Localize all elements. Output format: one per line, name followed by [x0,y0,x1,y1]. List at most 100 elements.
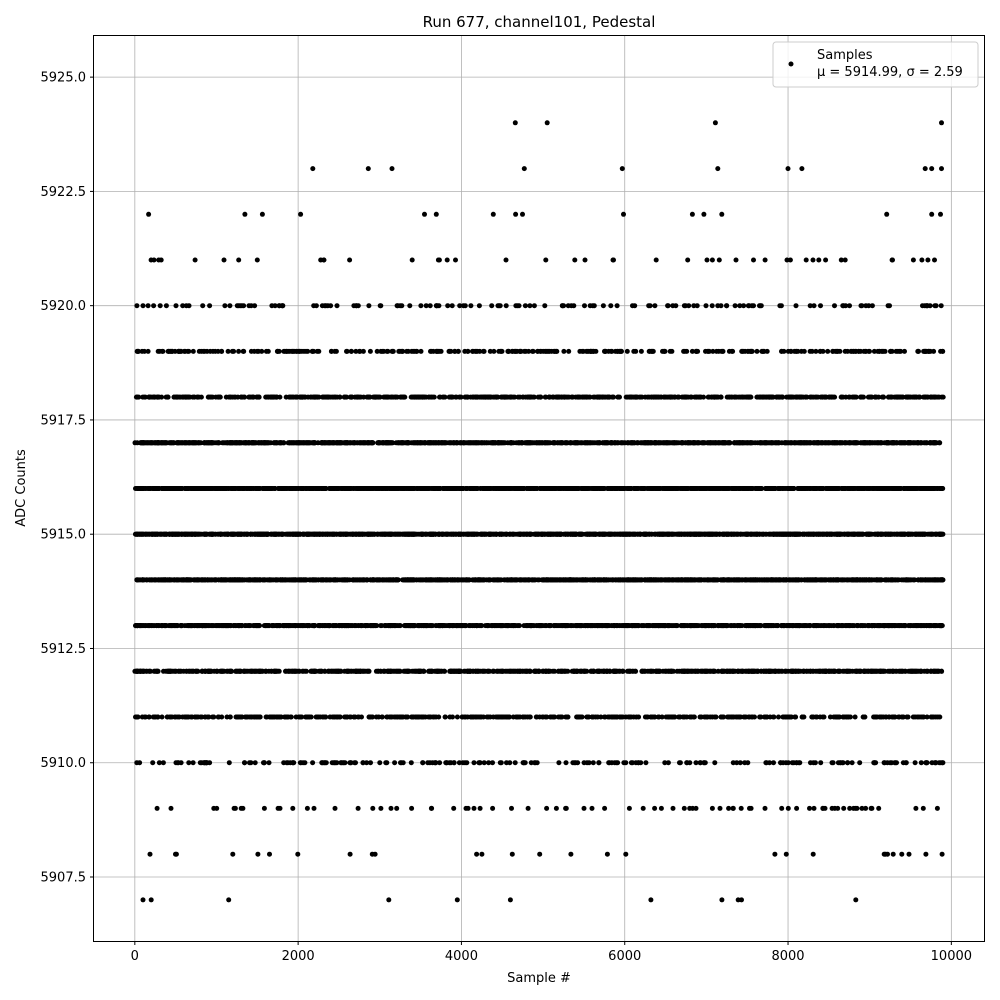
data-point [252,668,258,674]
data-point [690,577,696,583]
data-point [376,714,382,720]
data-point [202,760,208,766]
data-point [199,668,205,674]
data-point [346,668,352,674]
data-point [793,714,799,720]
data-point [735,623,741,629]
data-point [448,760,454,766]
data-point [488,623,494,629]
data-point [517,577,522,583]
data-point [730,760,736,766]
data-point [294,668,300,674]
data-point [640,668,645,674]
data-point [807,805,812,811]
data-point [903,760,909,766]
data-point [319,577,325,583]
data-point [388,714,394,720]
data-point [155,623,161,629]
data-point [899,851,905,857]
data-point [161,668,166,674]
data-point [619,623,625,629]
data-point [658,805,664,811]
data-point [333,623,339,629]
data-point [762,805,768,811]
data-point [657,577,663,583]
data-point [745,760,751,766]
data-point [476,760,482,766]
data-point [751,668,757,674]
data-point [638,760,644,766]
data-point [778,760,784,766]
data-point [937,714,943,720]
data-point [239,714,245,720]
data-point [563,760,569,766]
data-point [926,623,932,629]
data-point [809,714,815,720]
data-point [808,760,813,766]
data-point [615,760,621,766]
data-point [918,760,924,766]
data-point [647,668,653,674]
data-point [193,623,199,629]
data-point [581,668,587,674]
data-point [583,577,589,583]
data-point [814,668,820,674]
data-point [909,668,915,674]
data-point [831,623,837,629]
data-point [759,577,765,583]
data-point [224,668,230,674]
data-point [568,851,574,857]
data-point [626,805,632,811]
data-point [813,714,819,720]
data-point [149,623,155,629]
data-point [359,577,365,583]
data-point [938,577,944,583]
data-point [555,668,561,674]
data-point [306,623,312,629]
data-point [348,760,353,766]
data-point [456,760,462,766]
data-point [178,668,184,674]
data-point [761,668,767,674]
data-point [607,668,613,674]
data-point [889,760,895,766]
data-point [165,577,171,583]
data-point [668,623,674,629]
data-point [701,760,707,766]
data-point [652,805,658,811]
data-point [322,714,328,720]
data-point [216,577,221,583]
data-point [310,760,316,766]
data-point [639,577,644,583]
data-point [301,623,307,629]
data-point [447,714,453,720]
data-point [856,668,862,674]
data-point [304,714,310,720]
data-point [890,577,896,583]
data-point [293,623,299,629]
data-point [560,623,565,629]
data-point [410,714,416,720]
data-point [286,668,292,674]
data-point [929,760,935,766]
data-point [674,668,680,674]
data-point [831,668,837,674]
data-point [863,805,869,811]
data-point [804,668,809,674]
data-point [416,623,422,629]
data-point [236,623,242,629]
data-point [504,760,509,766]
data-point [135,714,141,720]
data-point [904,577,910,583]
data-point [199,714,205,720]
data-point [474,851,480,857]
data-point [623,851,629,857]
data-point [186,760,192,766]
data-point [510,623,516,629]
data-point [840,577,846,583]
data-point [454,714,460,720]
data-point [549,577,555,583]
data-point [711,668,717,674]
data-point [462,668,468,674]
data-point [502,577,507,583]
